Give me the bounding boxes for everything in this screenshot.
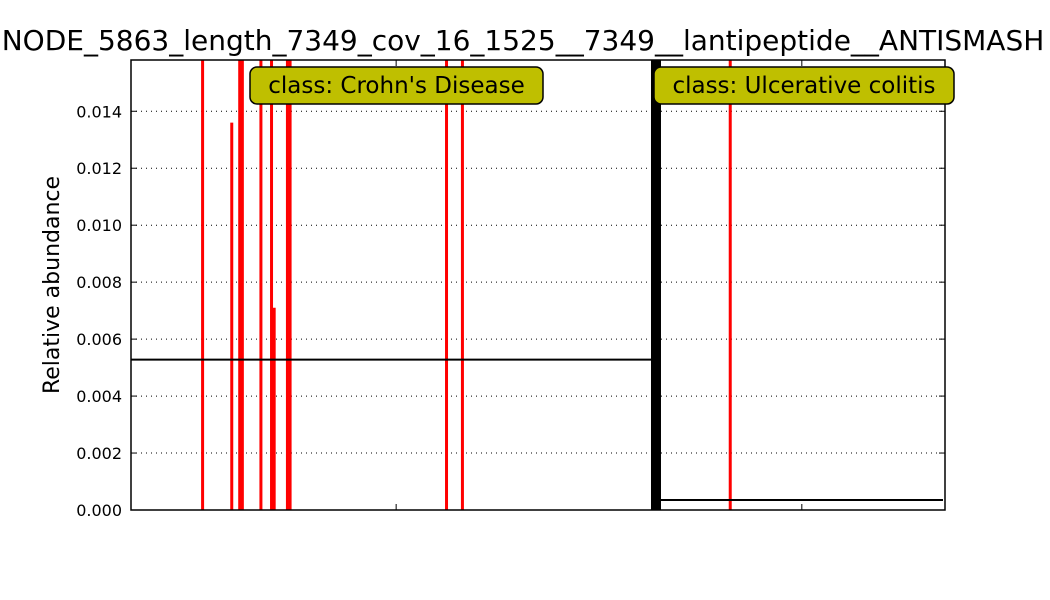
y-tick-label: 0.012 — [76, 159, 122, 178]
y-tick-label: 0.014 — [76, 102, 122, 121]
group-means — [131, 358, 943, 502]
y-tick-label: 0.000 — [76, 501, 122, 520]
y-ticks: 0.000 0.002 0.004 0.006 0.008 0.010 0.012 0.014 — [76, 60, 945, 520]
y-tick-label: 0.008 — [76, 273, 122, 292]
plot-frame — [130, 59, 946, 511]
class-labels: class: Crohn's Disease class: Ulcerative … — [249, 66, 955, 105]
gridlines — [131, 110, 945, 454]
y-tick-label: 0.006 — [76, 330, 122, 349]
y-tick-label: 0.004 — [76, 387, 122, 406]
class-divider — [650, 60, 661, 510]
chart-title: NODE_5863_length_7349_cov_16_1525__7349_… — [2, 24, 1045, 57]
class-label: class: Ulcerative colitis — [672, 73, 935, 99]
class-label-box — [249, 66, 544, 105]
y-tick-label: 0.010 — [76, 216, 122, 235]
bars — [201, 60, 732, 510]
class-label-box — [653, 66, 955, 105]
y-tick-label: 0.002 — [76, 444, 122, 463]
class-label: class: Crohn's Disease — [268, 73, 524, 99]
y-axis-label: Relative abundance — [40, 176, 65, 394]
